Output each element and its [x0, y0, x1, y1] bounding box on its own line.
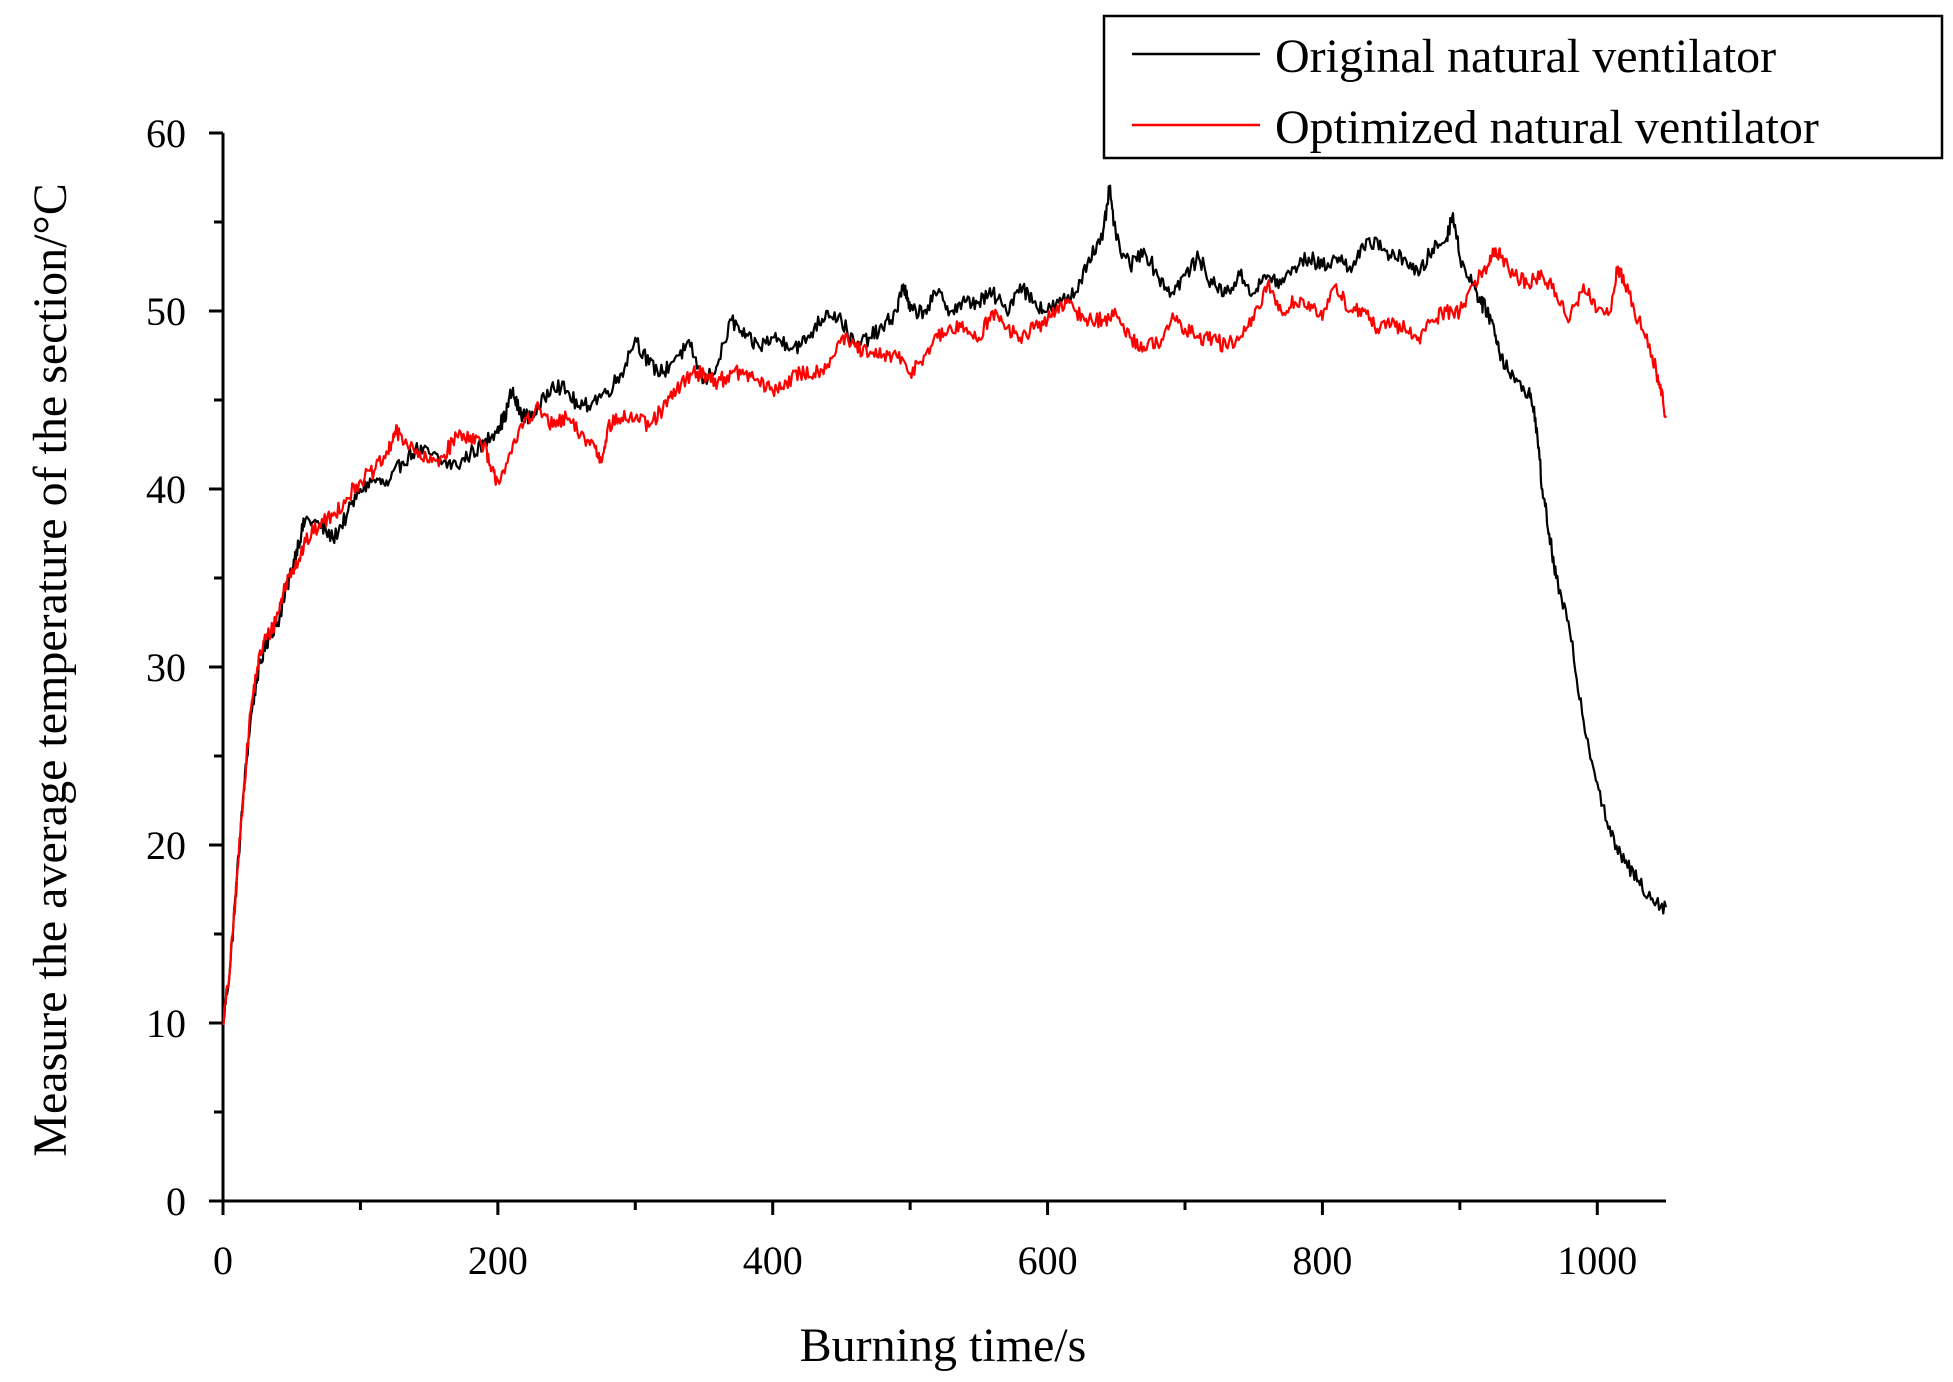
- y-tick-label: 10: [146, 1001, 186, 1046]
- series-line-original: [221, 184, 1668, 1024]
- x-tick-label: 800: [1292, 1238, 1352, 1283]
- y-axis-title: Measure the average temperature of the s…: [24, 183, 77, 1156]
- legend: Original natural ventilator Optimized na…: [1102, 14, 1944, 160]
- x-tick-label: 600: [1018, 1238, 1078, 1283]
- y-tick-label: 50: [146, 289, 186, 334]
- axes: 0 200 400 600 800 1000 0 10 20 30 40 50 60: [146, 111, 1666, 1283]
- x-tick-label: 200: [468, 1238, 528, 1283]
- x-tick-label: 1000: [1557, 1238, 1637, 1283]
- legend-label-optimized: Optimized natural ventilator: [1275, 101, 1819, 154]
- legend-box: [1102, 14, 1944, 160]
- x-tick-label: 0: [213, 1238, 233, 1283]
- x-tick-label: 400: [743, 1238, 803, 1283]
- y-tick-label: 0: [166, 1179, 186, 1224]
- y-tick-label: 30: [146, 645, 186, 690]
- series-group: [221, 184, 1668, 1026]
- legend-label-original: Original natural ventilator: [1275, 30, 1776, 83]
- series-line-optimized: [222, 247, 1668, 1026]
- x-axis-title: Burning time/s: [800, 1319, 1087, 1372]
- y-tick-label: 20: [146, 823, 186, 868]
- y-tick-label: 40: [146, 467, 186, 512]
- y-tick-label: 60: [146, 111, 186, 156]
